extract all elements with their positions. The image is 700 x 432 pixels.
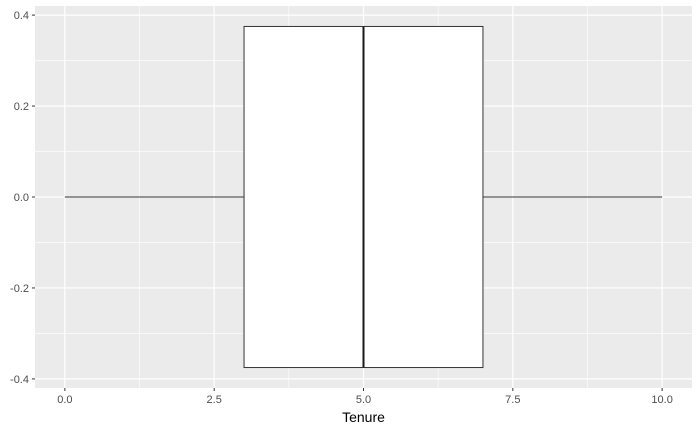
y-tick-label: 0.0: [14, 192, 29, 204]
x-tick-label: 7.5: [505, 394, 520, 406]
boxplot-marks: [64, 25, 663, 369]
y-tick-label: 0.2: [14, 101, 29, 113]
y-tick-label: 0.4: [14, 10, 29, 22]
x-tick-label: 5.0: [356, 394, 371, 406]
y-tick-label: -0.4: [10, 374, 29, 386]
x-tick-label: 10.0: [651, 394, 672, 406]
x-tick-label: 0.0: [57, 394, 72, 406]
x-axis: 0.0 2.5 5.0 7.5 10.0: [57, 388, 673, 406]
x-tick-label: 2.5: [207, 394, 222, 406]
y-axis: -0.4 -0.2 0.0 0.2 0.4: [10, 10, 35, 386]
y-tick-label: -0.2: [10, 283, 29, 295]
x-axis-title: Tenure: [342, 409, 385, 425]
